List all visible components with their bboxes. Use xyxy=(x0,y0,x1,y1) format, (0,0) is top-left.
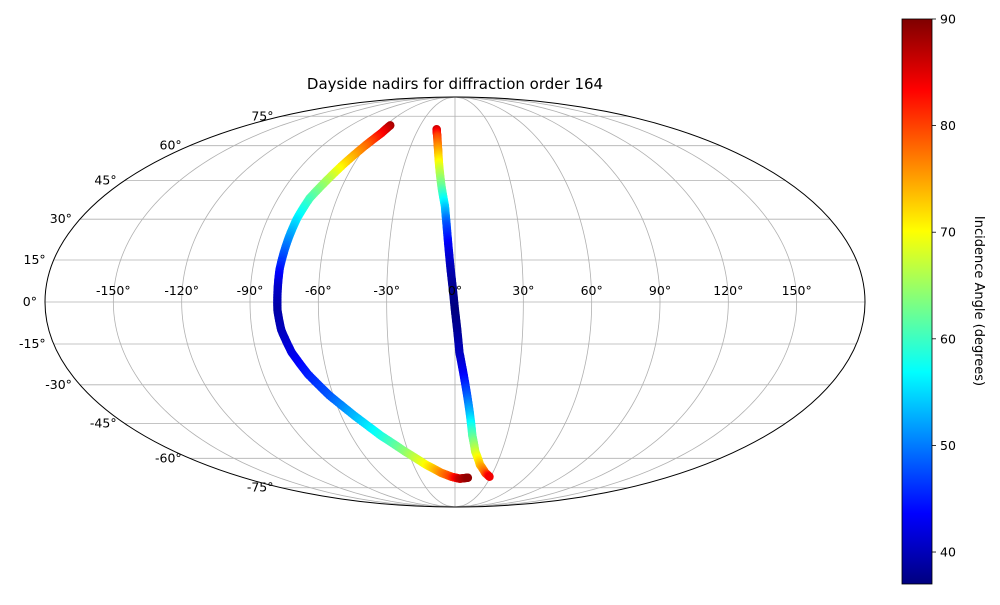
data-point xyxy=(463,473,473,482)
latitude-tick-label: -45° xyxy=(90,415,117,430)
latitude-tick-label: 60° xyxy=(160,138,182,153)
colorbar-gradient xyxy=(901,18,933,585)
colorbar: 40 50 60 70 80 90 Incidence Angle (degrees) xyxy=(901,12,986,585)
colorbar-tick-label: 50 xyxy=(940,438,956,453)
latitude-labels: -75° -60° -45° -30° -15° 0° 15° 30° 45° 60° 75° xyxy=(19,108,273,494)
longitude-tick-label: 60° xyxy=(581,283,603,298)
longitude-tick-label: -120° xyxy=(164,283,199,298)
longitude-tick-label: 90° xyxy=(649,283,671,298)
colorbar-label: Incidence Angle (degrees) xyxy=(971,216,986,386)
longitude-tick-label: -150° xyxy=(96,283,131,298)
colorbar-tick-label: 90 xyxy=(940,12,956,27)
latitude-tick-label: 45° xyxy=(94,173,116,188)
colorbar-tick-label: 40 xyxy=(940,545,956,560)
latitude-tick-label: -60° xyxy=(155,450,182,465)
latitude-tick-label: -75° xyxy=(247,480,274,495)
latitude-tick-label: 0° xyxy=(23,294,37,309)
latitude-tick-label: 15° xyxy=(24,252,46,267)
longitude-tick-label: 30° xyxy=(512,283,534,298)
colorbar-tick-label: 60 xyxy=(940,331,956,346)
data-point xyxy=(485,472,494,481)
longitude-tick-label: -90° xyxy=(237,283,264,298)
longitude-tick-label: 120° xyxy=(713,283,743,298)
latitude-tick-label: -15° xyxy=(19,336,46,351)
latitude-tick-label: 30° xyxy=(50,211,72,226)
latitude-tick-label: 75° xyxy=(251,108,273,123)
colorbar-ticks: 40 50 60 70 80 90 xyxy=(932,12,956,560)
longitude-tick-label: -30° xyxy=(373,283,400,298)
longitude-tick-label: 150° xyxy=(782,283,812,298)
chart-title: Dayside nadirs for diffraction order 164 xyxy=(307,75,603,93)
colorbar-tick-label: 80 xyxy=(940,118,956,133)
latitude-tick-label: -30° xyxy=(45,377,72,392)
longitude-tick-label: -60° xyxy=(305,283,332,298)
longitude-tick-label: 0° xyxy=(448,283,462,298)
colorbar-tick-label: 70 xyxy=(940,225,956,240)
data-points xyxy=(273,121,494,483)
longitude-labels: -150° -120° -90° -60° -30° 0° 30° 60° 90° 120° 150… xyxy=(96,283,812,298)
map-boundary xyxy=(44,96,866,508)
